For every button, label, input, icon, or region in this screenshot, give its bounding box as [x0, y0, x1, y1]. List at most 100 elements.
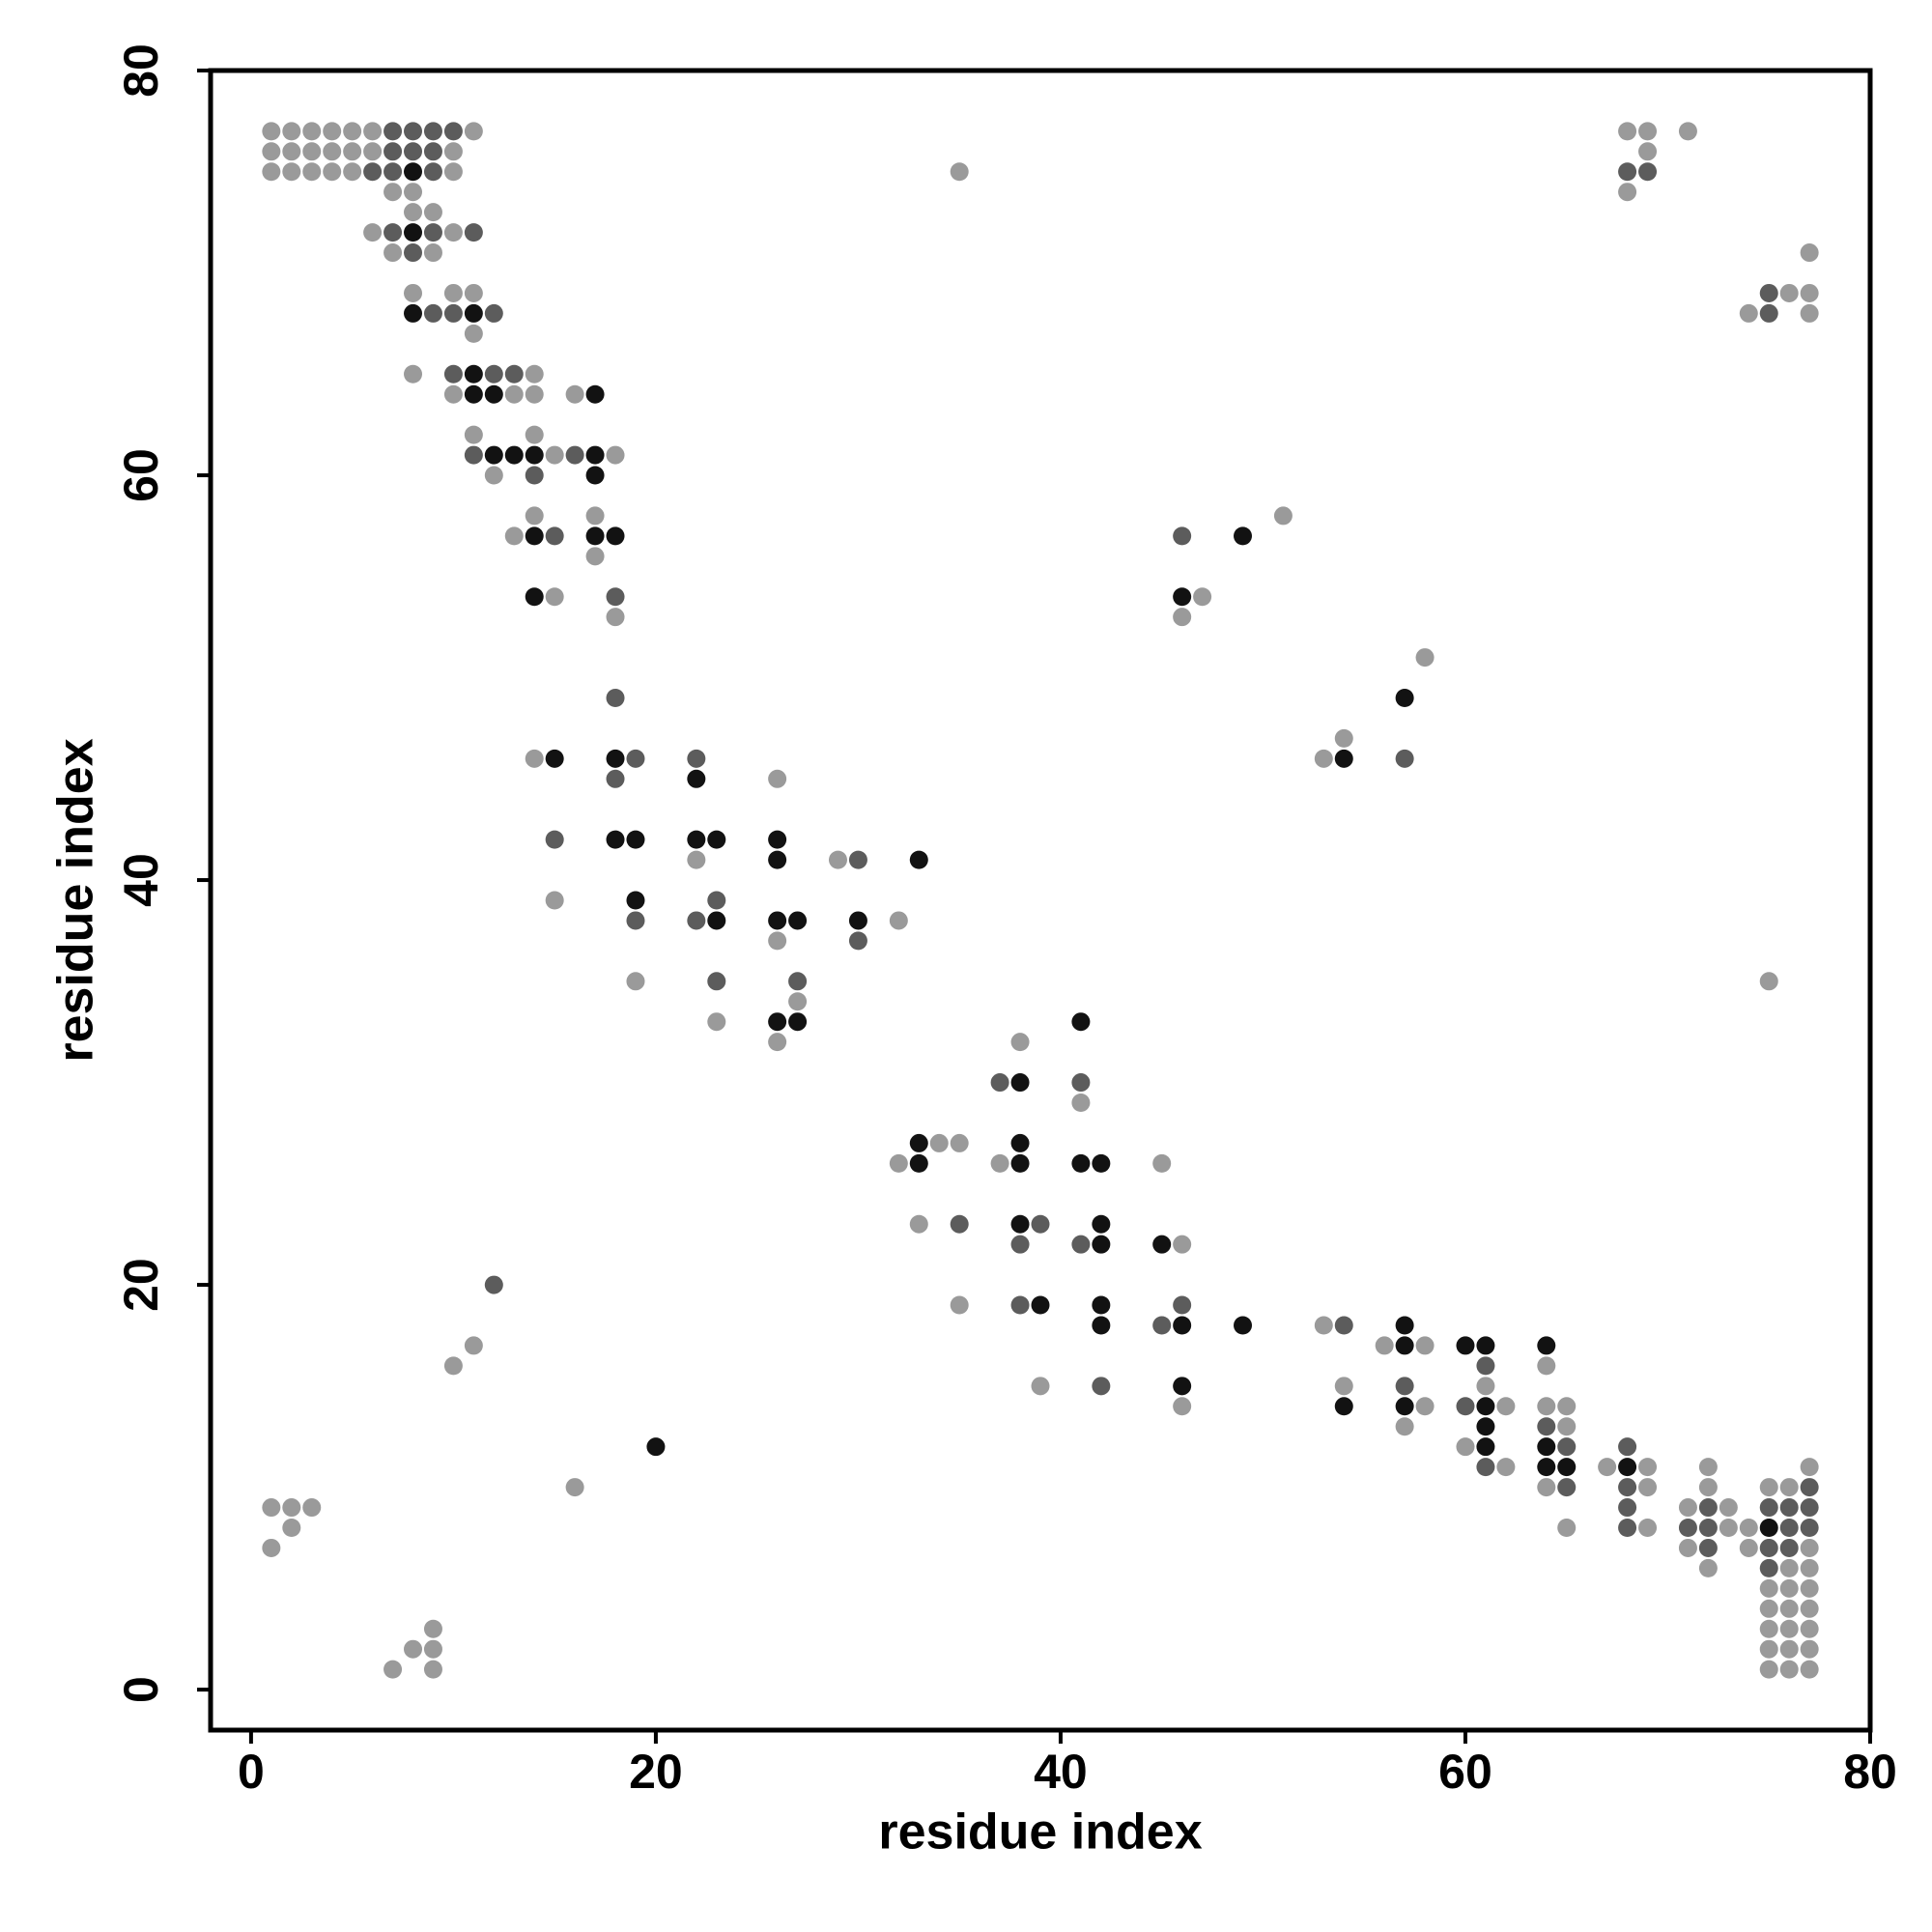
contact-point	[1800, 1599, 1819, 1618]
contact-point	[1092, 1235, 1111, 1254]
contact-point	[626, 972, 645, 991]
contact-point	[525, 425, 544, 444]
contact-point	[1173, 1235, 1192, 1254]
contact-point	[404, 283, 423, 302]
contact-point	[384, 183, 403, 202]
contact-point	[1759, 1538, 1778, 1557]
contact-point	[1698, 1538, 1718, 1557]
contact-point	[1395, 1397, 1414, 1416]
contact-point	[1618, 162, 1637, 182]
contact-point	[585, 506, 605, 526]
contact-point	[525, 587, 544, 607]
contact-point	[262, 1538, 281, 1557]
contact-point	[484, 445, 503, 465]
contact-point	[1719, 1518, 1738, 1537]
contact-point	[788, 992, 808, 1011]
contact-point	[1739, 1518, 1758, 1537]
contact-point	[687, 830, 706, 849]
contact-point	[1476, 1437, 1495, 1457]
contact-point	[1800, 1538, 1819, 1557]
contact-point	[443, 223, 463, 242]
contact-point	[1173, 1377, 1192, 1396]
contact-point	[1759, 1639, 1778, 1659]
contact-point	[1739, 1538, 1758, 1557]
contact-point	[1698, 1498, 1718, 1518]
contact-point	[484, 364, 503, 384]
contact-point	[1618, 122, 1637, 141]
contact-point	[443, 283, 463, 302]
contact-point	[1759, 1498, 1778, 1518]
contact-point	[1334, 728, 1353, 748]
contact-point	[423, 162, 442, 182]
contact-point	[1092, 1153, 1111, 1173]
contact-point	[1071, 1153, 1091, 1173]
y-tick-label: 60	[114, 448, 168, 502]
contact-point	[504, 384, 524, 404]
contact-point	[606, 830, 625, 849]
contact-point	[323, 142, 342, 161]
contact-point	[1618, 1498, 1637, 1518]
contact-point	[1092, 1295, 1111, 1315]
contact-point	[1334, 1377, 1353, 1396]
contact-point	[788, 911, 808, 930]
contact-point	[1800, 1558, 1819, 1577]
contact-point	[1678, 122, 1697, 141]
contact-point	[1537, 1458, 1556, 1477]
contact-point	[1537, 1336, 1556, 1355]
contact-point	[1759, 1660, 1778, 1679]
contact-point	[1496, 1458, 1516, 1477]
contact-point	[1010, 1214, 1030, 1234]
contact-point	[545, 891, 564, 910]
contact-point	[1800, 1498, 1819, 1518]
contact-point	[262, 1498, 281, 1518]
contact-point	[1476, 1458, 1495, 1477]
contact-point	[404, 183, 423, 202]
contact-point	[1092, 1377, 1111, 1396]
contact-point	[768, 1033, 787, 1052]
contact-point	[1779, 283, 1799, 302]
contact-point	[282, 1518, 301, 1537]
contact-point	[1092, 1214, 1111, 1234]
contact-point	[1598, 1458, 1617, 1477]
contact-point	[1557, 1417, 1577, 1436]
contact-point	[707, 1012, 726, 1032]
contact-point	[1800, 1578, 1819, 1598]
contact-point	[1456, 1437, 1475, 1457]
contact-point	[848, 931, 867, 951]
contact-point	[384, 162, 403, 182]
contact-point	[1476, 1356, 1495, 1376]
contact-point	[909, 850, 928, 869]
contact-point	[262, 142, 281, 161]
contact-point	[525, 749, 544, 768]
contact-point	[1395, 1336, 1414, 1355]
contact-point	[1071, 1012, 1091, 1032]
contact-point	[443, 122, 463, 141]
contact-point	[1759, 972, 1778, 991]
contact-point	[1415, 648, 1435, 668]
contact-point	[990, 1073, 1009, 1093]
contact-point	[1557, 1437, 1577, 1457]
contact-point	[1698, 1518, 1718, 1537]
contact-point	[606, 749, 625, 768]
contact-point	[585, 526, 605, 546]
contact-point	[525, 466, 544, 485]
contact-point	[404, 243, 423, 263]
contact-point	[404, 142, 423, 161]
contact-point	[464, 303, 483, 323]
contact-point	[404, 364, 423, 384]
contact-point	[1010, 1235, 1030, 1254]
contact-point	[1010, 1073, 1030, 1093]
contact-point	[889, 911, 908, 930]
contact-point	[1678, 1538, 1697, 1557]
contact-point	[707, 891, 726, 910]
contact-point	[282, 122, 301, 141]
contact-point	[768, 1012, 787, 1032]
contact-point	[1395, 1316, 1414, 1335]
contact-point	[384, 223, 403, 242]
x-tick-label: 20	[629, 1745, 683, 1799]
contact-point	[1173, 608, 1192, 627]
contact-point	[950, 1133, 969, 1152]
contact-point	[1638, 142, 1658, 161]
y-axis-title: residue index	[48, 738, 104, 1062]
contact-point	[1537, 1478, 1556, 1497]
